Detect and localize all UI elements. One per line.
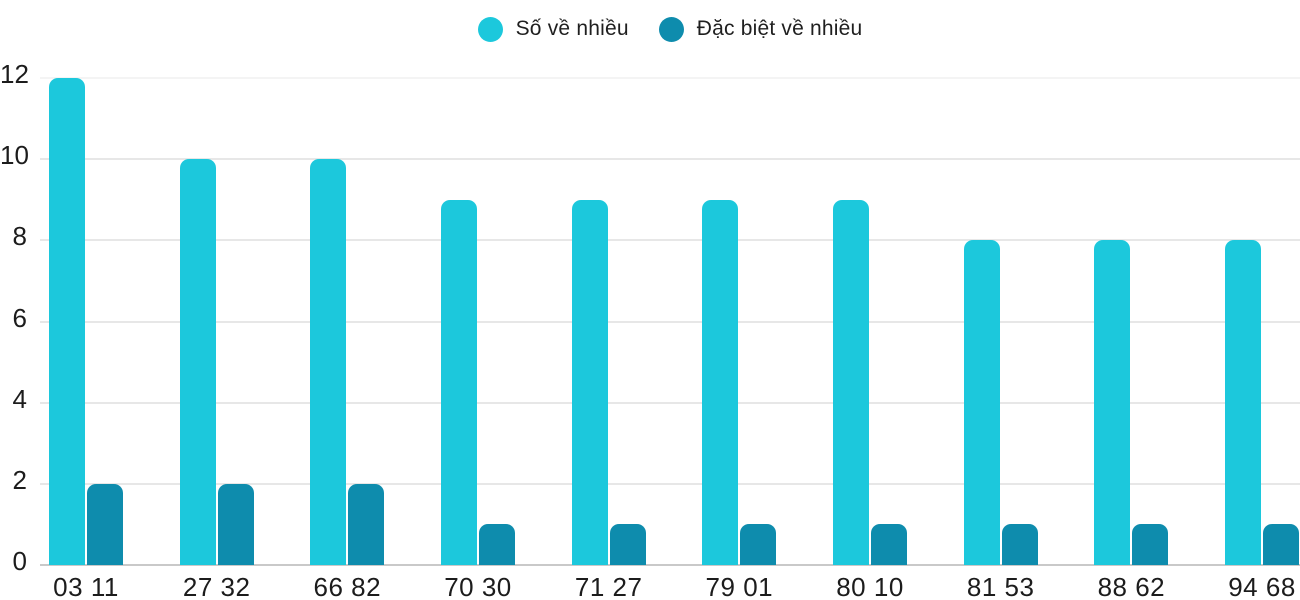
x-axis-category-label: 80 10 <box>836 572 904 600</box>
legend-label: Đặc biệt về nhiều <box>696 17 863 40</box>
y-axis-tick-label: 10 <box>0 140 29 171</box>
x-axis-category-label: 03 11 <box>53 572 119 600</box>
y-axis-tick-label: 12 <box>0 59 29 90</box>
bar-dac-biet-ve-nhieu-81-53 <box>1001 524 1038 565</box>
bar-dac-biet-ve-nhieu-94-68 <box>1263 524 1300 565</box>
x-axis-category-label: 88 62 <box>1097 572 1166 600</box>
x-axis-category-label: 27 32 <box>182 572 251 600</box>
gridline-y-8 <box>40 239 1300 242</box>
x-axis-category-label: 79 01 <box>705 572 774 600</box>
legend-item-so-ve-nhieu[interactable]: Số về nhiều <box>477 16 629 42</box>
gridline-y-2 <box>40 482 1300 485</box>
bar-dac-biet-ve-nhieu-70-30 <box>479 524 515 565</box>
bar-so-ve-nhieu-03-11 <box>49 78 85 565</box>
bar-dac-biet-ve-nhieu-03-11 <box>87 483 123 565</box>
x-axis-category-label: 81 53 <box>966 572 1035 600</box>
x-axis-category-label: 94 68 <box>1228 572 1296 600</box>
legend: Số về nhiều Đặc biệt về nhiều <box>40 12 1300 46</box>
bar-dac-biet-ve-nhieu-27-32 <box>217 483 254 565</box>
bar-so-ve-nhieu-94-68 <box>1225 240 1262 565</box>
gridline-y-12 <box>40 77 1300 80</box>
y-axis-tick-label: 8 <box>12 221 27 252</box>
bar-dac-biet-ve-nhieu-80-10 <box>871 524 908 565</box>
bar-so-ve-nhieu-79-01 <box>702 199 739 565</box>
legend-swatch-cyan-icon <box>477 16 503 42</box>
y-axis-tick-label: 0 <box>12 546 27 576</box>
bar-so-ve-nhieu-66-82 <box>310 159 347 565</box>
gridline-y-6 <box>40 320 1300 323</box>
bar-so-ve-nhieu-70-30 <box>441 199 477 565</box>
y-axis-tick-label: 4 <box>12 383 27 414</box>
legend-swatch-teal-icon <box>658 16 684 42</box>
legend-item-dac-biet-ve-nhieu[interactable]: Đặc biệt về nhiều <box>658 16 863 42</box>
x-axis-category-label: 71 27 <box>574 572 643 600</box>
bar-dac-biet-ve-nhieu-88-62 <box>1132 524 1169 565</box>
bar-so-ve-nhieu-71-27 <box>571 199 608 565</box>
bar-so-ve-nhieu-80-10 <box>833 199 870 565</box>
bar-so-ve-nhieu-27-32 <box>179 159 216 565</box>
bar-dac-biet-ve-nhieu-79-01 <box>740 524 777 565</box>
x-axis-category-label: 66 82 <box>313 572 382 600</box>
gridline-y-4 <box>40 401 1300 404</box>
bar-so-ve-nhieu-81-53 <box>963 240 1000 565</box>
bar-so-ve-nhieu-88-62 <box>1094 240 1131 565</box>
bar-dac-biet-ve-nhieu-66-82 <box>348 483 385 565</box>
legend-label: Số về nhiều <box>515 17 629 40</box>
y-axis-tick-label: 6 <box>12 302 27 333</box>
y-axis-tick-label: 2 <box>12 464 27 495</box>
x-axis-line <box>40 564 1300 566</box>
gridline-y-10 <box>40 158 1300 161</box>
bar-dac-biet-ve-nhieu-71-27 <box>609 524 646 565</box>
x-axis-category-label: 70 30 <box>444 572 512 600</box>
